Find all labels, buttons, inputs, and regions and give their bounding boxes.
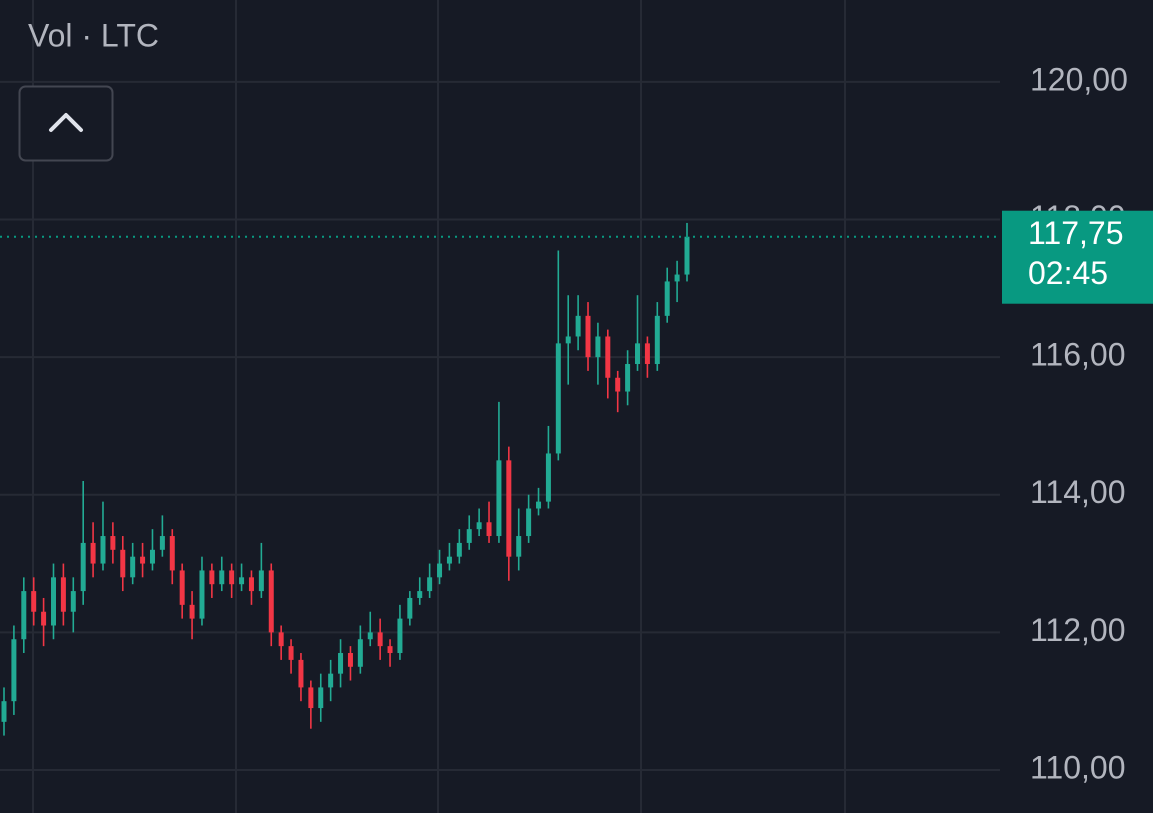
candle-body	[278, 632, 284, 647]
candle-body	[526, 508, 532, 537]
candle-body	[446, 556, 452, 564]
candle-body	[605, 336, 611, 378]
candle-body	[565, 336, 571, 344]
candle-body	[615, 377, 621, 392]
candle-body	[545, 453, 551, 502]
candle-body	[437, 563, 443, 578]
candle-body	[60, 577, 66, 612]
candle-body	[50, 577, 56, 626]
candle-body	[239, 577, 245, 585]
y-tick-label: 110,00	[1030, 749, 1126, 785]
candle-body	[516, 536, 522, 557]
candle-body	[397, 618, 403, 654]
candle-body	[258, 570, 264, 592]
candle-body	[664, 281, 670, 316]
candle-body	[674, 274, 680, 282]
time-grid	[32, 0, 846, 813]
candle-body	[149, 549, 155, 564]
candle-body	[427, 577, 433, 592]
candle-body	[338, 653, 344, 674]
candle-body	[357, 639, 363, 667]
candle-body	[585, 315, 591, 358]
candle-body	[496, 460, 502, 537]
y-tick-label: 116,00	[1030, 337, 1126, 373]
candle-body	[268, 570, 274, 633]
candle-body	[21, 591, 27, 640]
candle-body	[486, 522, 492, 537]
candle-body	[377, 632, 383, 647]
collapse-button[interactable]	[18, 85, 114, 162]
candle-body	[70, 591, 76, 612]
candle-body	[684, 236, 690, 275]
candle-body	[219, 570, 225, 585]
candle-body	[387, 646, 393, 654]
candle-body	[80, 542, 86, 592]
candle-body	[179, 570, 185, 605]
bar-countdown: 02:45	[1028, 255, 1108, 291]
candle-body	[169, 536, 175, 571]
last-price-label: 117,75	[1028, 215, 1124, 251]
candle-body	[130, 556, 136, 578]
candle-body	[298, 659, 304, 688]
candle-body	[199, 570, 205, 619]
candle-body	[229, 570, 235, 585]
y-tick-label: 112,00	[1030, 612, 1126, 648]
candle-body	[506, 460, 512, 557]
candle-body	[11, 639, 17, 702]
candle-body	[120, 549, 126, 578]
candle-body	[189, 604, 195, 619]
candle-body	[536, 501, 542, 509]
candle-body	[110, 536, 116, 550]
candle-body	[328, 673, 334, 688]
candle-body	[644, 343, 650, 365]
last-price-tag	[1002, 210, 1153, 304]
candle-body	[476, 522, 482, 530]
candle-body	[625, 364, 631, 392]
candle-body	[31, 591, 37, 612]
candle-body	[1, 701, 7, 722]
candle-body	[90, 542, 96, 564]
candle-body	[575, 315, 581, 337]
candle-body	[595, 336, 601, 358]
candle-body	[367, 632, 373, 640]
candle-body	[555, 343, 561, 454]
y-tick-label: 120,00	[1030, 61, 1128, 97]
candle-body	[140, 556, 146, 564]
candle-body	[456, 542, 462, 557]
candle-body	[41, 611, 47, 626]
chart-title: Vol · LTC	[28, 17, 159, 53]
candle-body	[635, 343, 641, 365]
y-tick-label: 114,00	[1030, 474, 1126, 510]
candle-body	[308, 687, 314, 709]
collapse-button-frame[interactable]	[18, 85, 114, 162]
candle-body	[466, 529, 472, 543]
candle-body	[318, 687, 324, 709]
candle-body	[417, 591, 423, 598]
candle-body	[654, 315, 660, 365]
candle-body	[159, 536, 165, 550]
chevron-up-icon	[49, 113, 83, 132]
candle-body	[407, 597, 413, 619]
candle-body	[209, 570, 215, 585]
candle-body	[248, 577, 254, 592]
candle-body	[100, 536, 106, 564]
candle-body	[288, 646, 294, 660]
candle-body	[347, 653, 353, 667]
